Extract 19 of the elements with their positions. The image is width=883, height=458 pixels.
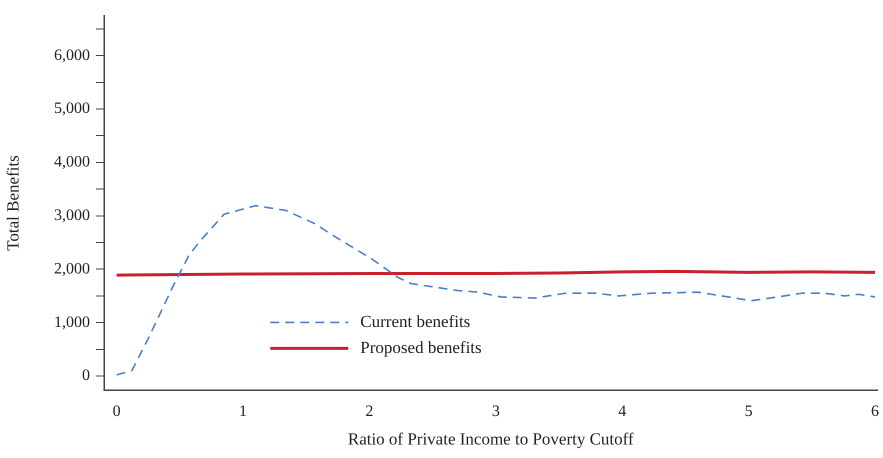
y-tick-label: 6,000 — [54, 46, 90, 64]
x-tick-label: 6 — [870, 403, 879, 420]
legend-label: Proposed benefits — [360, 338, 482, 357]
y-tick-label: 1,000 — [54, 314, 90, 331]
legend-label: Current benefits — [360, 312, 470, 331]
x-tick-label: 5 — [744, 403, 753, 420]
line-series — [116, 204, 876, 376]
y-tick-label: 0 — [82, 367, 90, 384]
y-tick-label: 4,000 — [54, 154, 90, 171]
x-tick-label: 4 — [618, 403, 626, 420]
y-tick-label: 3,000 — [54, 207, 90, 224]
y-tick-label: 5,000 — [54, 100, 90, 118]
y-axis-title: Total Benefits — [4, 155, 23, 251]
x-axis-title: Ratio of Private Income to Poverty Cutoff — [348, 429, 634, 448]
x-tick-label: 0 — [112, 403, 121, 420]
x-tick-label: 2 — [365, 403, 374, 420]
x-tick-label: 1 — [239, 403, 248, 420]
y-tick-label: 2,000 — [54, 260, 90, 278]
x-tick-label: 3 — [492, 403, 500, 420]
